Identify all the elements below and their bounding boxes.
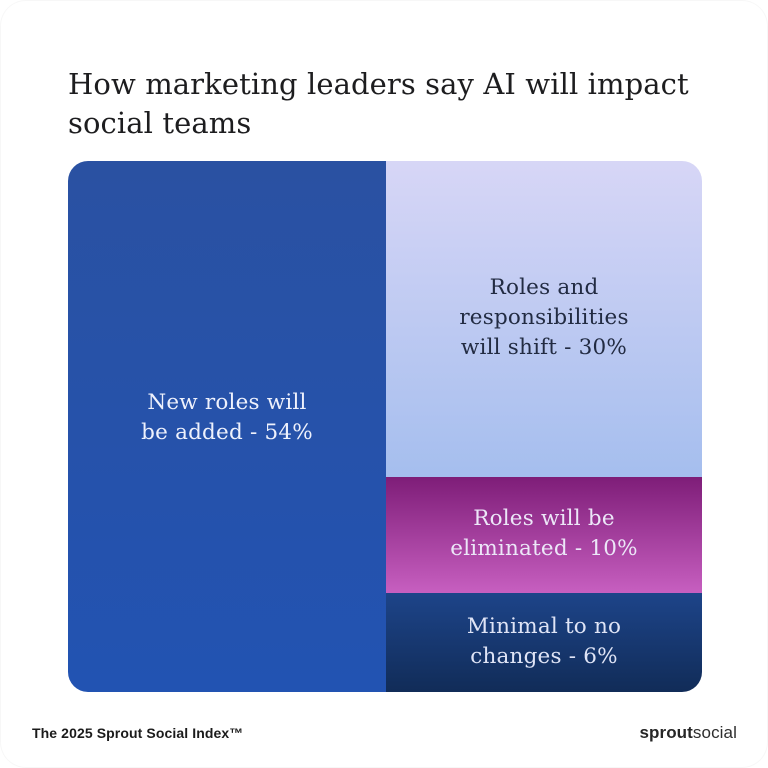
segment-minimal-changes: Minimal to no changes - 6% [386, 593, 702, 692]
index-title: The 2025 Sprout Social Index™ [32, 725, 244, 741]
segment-roles-shift-label: Roles and responsibilities will shift - 30… [459, 275, 629, 360]
segment-new-roles-label: New roles will be added - 54% [141, 389, 313, 445]
treemap-chart: New roles will be added - 54% Roles and re… [68, 161, 702, 692]
segment-roles-shift: Roles and responsibilities will shift - 30… [386, 161, 702, 477]
treemap-right-column: Roles and responsibilities will shift - 30… [386, 161, 702, 692]
logo-text-social: social [692, 723, 737, 742]
segment-roles-eliminated-label: Roles will be eliminated - 10% [450, 506, 638, 561]
segment-new-roles: New roles will be added - 54% [68, 161, 386, 692]
segment-minimal-changes-label: Minimal to no changes - 6% [466, 613, 622, 669]
footer: The 2025 Sprout Social Index™ sproutsoci… [0, 712, 768, 768]
segment-roles-eliminated: Roles will be eliminated - 10% [386, 477, 702, 593]
page-title: How marketing leaders say AI will impact… [68, 67, 689, 141]
sprout-social-logo: sproutsocial [639, 723, 737, 743]
logo-text-sprout: sprout [639, 723, 693, 742]
